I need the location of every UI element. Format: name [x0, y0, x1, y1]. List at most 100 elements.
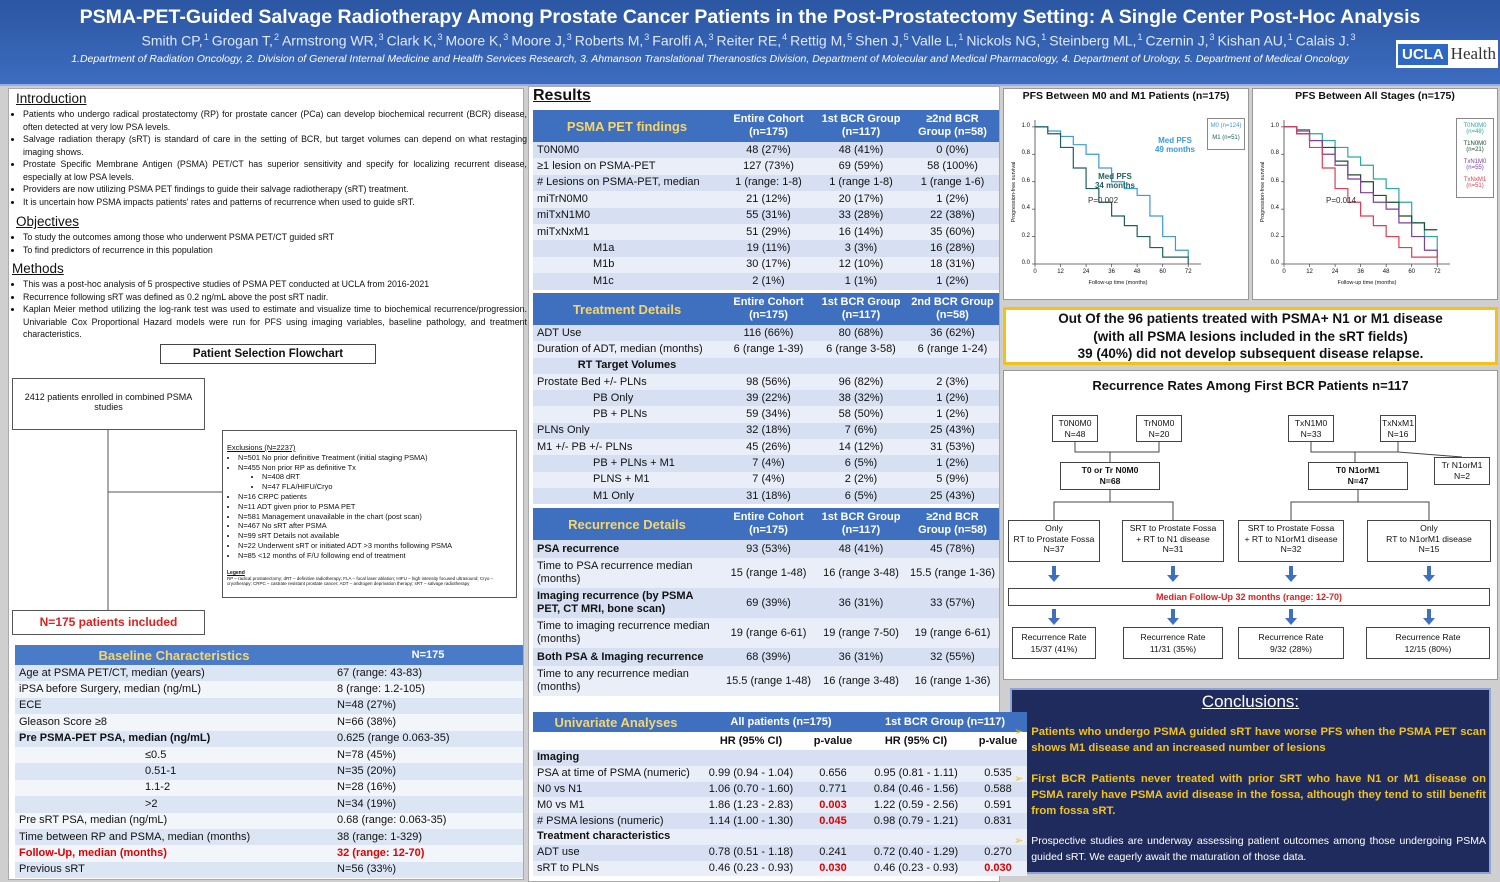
bullet: Providers are now utilizing PSMA PET fin… [23, 183, 527, 196]
exclusion-item: N=455 Non prior RP as definitive Tx [238, 463, 512, 473]
conclusion-item: ➢ Prospective studies are underway assess… [1014, 833, 1486, 865]
x-tick-label: 0 [1282, 269, 1286, 275]
table-row: Follow-Up, median (months) 32 (range: 12-… [15, 845, 523, 862]
table-cell: 18 (31%) [930, 258, 975, 271]
table-cell: 19 (range 6-61) [730, 626, 807, 639]
legend: M0 (n=124) M1 (n=51) [1207, 118, 1245, 150]
table-cell: 0.535 [984, 767, 1012, 780]
flow-arrow [1423, 566, 1435, 582]
bullet: Salvage radiation therapy (sRT) is stand… [23, 133, 527, 158]
flow-arrow [1285, 609, 1297, 625]
table-cell: Time between RP and PSMA, median (months… [19, 830, 251, 843]
exclusion-item: N=467 No sRT after PSMA [238, 521, 512, 531]
bullet-list: Patients who undergo radical prostatecto… [16, 108, 527, 208]
table-cell: 5 (9%) [936, 473, 969, 486]
bullet: To study the outcomes among those who un… [23, 231, 527, 244]
table-cell: 6 (range 1-24) [917, 342, 988, 355]
recurrence-rate: Recurrence Rate 15/37 (41%) [1012, 627, 1096, 659]
table-row: PB + PLNs + M1 7 (4%) 6 (5%) 1 (2%) [533, 455, 999, 472]
arrow-icon: ➢ [1014, 773, 1024, 785]
table-cell: 0.270 [984, 846, 1012, 859]
table-cell [906, 358, 999, 374]
y-tick-label: 0.4 [1021, 205, 1030, 212]
table-cell: 19 (11%) [746, 242, 791, 255]
author-affiliation: 3 [566, 32, 572, 42]
table-cell: Time to any recurrence median (months) [537, 668, 689, 693]
author-affiliation: 3 [708, 32, 714, 42]
flow-node: TxNxM1 N=16 [1380, 415, 1416, 442]
table-cell: 48 (27%) [746, 143, 791, 156]
flow-arrow [1423, 609, 1435, 625]
table-cell: 0.46 (0.23 - 0.93) [708, 861, 794, 874]
table-cell [721, 358, 816, 374]
table-cell: 0.003 [819, 798, 847, 811]
flow-node: T0 or Tr N0M0 N=68 [1060, 462, 1160, 490]
table-cell: 58 (50%) [838, 408, 884, 421]
exclusions-heading: Exclusions (N=2237) [227, 443, 296, 452]
table-cell: 48 (41%) [838, 143, 884, 156]
x-tick-label: 24 [1082, 269, 1090, 275]
table-cell: Duration of ADT, median (months) [537, 342, 703, 355]
table-row: M0 vs M1 1.86 (1.23 - 2.83) 0.003 1.22 (0.5… [533, 797, 1028, 814]
table-cell: 7 (6%) [844, 424, 878, 437]
chart-title: PFS Between All Stages (n=175) [1295, 90, 1455, 102]
table-cell: PB + PLNs [593, 408, 648, 421]
author-affiliation: 1 [1137, 32, 1143, 42]
flowchart-title: Patient Selection Flowchart [160, 344, 376, 364]
table-cell: 36 (62%) [930, 326, 975, 339]
author-name: Shen J, [855, 32, 903, 49]
table-row: Both PSA & Imaging recurrence 68 (39%) 36 … [533, 648, 999, 666]
author-affiliation: 3 [503, 32, 509, 42]
table-cell: 67 (range: 43-83) [337, 666, 422, 679]
exclusion-item: N=99 sRT Details not available [238, 531, 512, 541]
author-name: Grogan T, [211, 32, 273, 49]
author-affiliation: 1 [1041, 32, 1047, 42]
table-cell: 1 (2%) [936, 274, 969, 287]
header-cell: Recurrence Details [568, 516, 686, 532]
author-affiliation: 5 [903, 32, 909, 42]
flow-connector [107, 430, 222, 610]
table-cell: 39 (22%) [746, 391, 791, 404]
author-affiliation: 1 [1287, 32, 1293, 42]
chart-title: PFS Between M0 and M1 Patients (n=175) [1022, 90, 1230, 102]
table-cell: 33 (57%) [930, 596, 975, 609]
y-tick-label: 0.0 [1021, 260, 1030, 266]
arrow-icon: ➢ [1014, 835, 1024, 847]
table-cell: 2 (2%) [844, 473, 878, 486]
header-cell: All patients (n=175) [730, 715, 832, 728]
table-cell: 59 (34%) [746, 408, 791, 421]
table-row: Time to any recurrence median (months) 15… [533, 666, 999, 696]
table-cell: 0.591 [984, 798, 1012, 811]
table-cell: 58 (100%) [927, 160, 978, 173]
table-cell: N=66 (38%) [337, 715, 397, 728]
x-tick-label: 48 [1382, 269, 1390, 275]
table-cell: ADT Use [537, 326, 582, 339]
table-row: PSA at time of PSMA (numeric) 0.99 (0.94 … [533, 765, 1028, 782]
bullet: Patients who undergo radical prostatecto… [23, 108, 527, 133]
x-tick-label: 72 [1184, 269, 1192, 275]
flow-node: T0 N1orM1 N=47 [1308, 462, 1408, 490]
y-tick-label: 0.4 [1270, 205, 1279, 212]
x-axis-label: Follow-up time (months) [1088, 280, 1148, 286]
table-cell: Gleason Score ≥8 [19, 715, 107, 728]
recurrence-rate: Recurrence Rate 9/32 (28%) [1238, 627, 1344, 659]
bullet: It is uncertain how PSMA impacts patient… [23, 196, 527, 209]
table-cell: 32 (18%) [746, 424, 791, 437]
legend-heading: Legend [227, 569, 245, 576]
bullet-list: This was a post-hoc analysis of 5 prospe… [16, 278, 527, 341]
table-cell [699, 750, 803, 766]
table-cell: 36 (31%) [838, 596, 884, 609]
bullet: Prostate Specific Membrane Antigen (PSMA… [23, 158, 527, 183]
table-row: M1c 2 (1%) 1 (1%) 1 (2%) [533, 273, 999, 290]
table-cell: >2 [145, 797, 158, 810]
x-tick-label: 60 [1408, 269, 1416, 275]
flow-arrow [1167, 566, 1179, 582]
table-row: ≥1 lesion on PSMA-PET 127 (73%) 69 (59%) 58… [533, 158, 999, 175]
table-cell: 19 (range 6-61) [914, 626, 991, 639]
table-cell: 21 (12%) [746, 192, 791, 205]
table-row: miTxNxM1 51 (29%) 16 (14%) 35 (60%) [533, 223, 999, 241]
table-cell: 45 (26%) [746, 440, 791, 453]
header-cell: PSMA PET findings [566, 118, 688, 134]
table-row: RT Target Volumes [533, 357, 999, 374]
